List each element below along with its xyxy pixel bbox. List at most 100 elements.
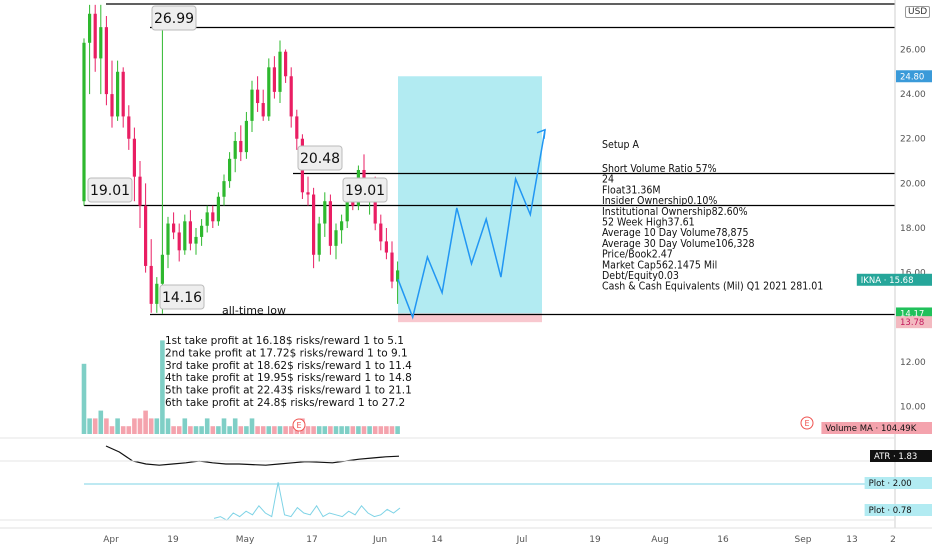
candle-body bbox=[222, 181, 226, 197]
volume-bar bbox=[199, 426, 204, 434]
x-tick-label: 2 bbox=[890, 535, 896, 545]
volume-bar bbox=[350, 426, 356, 434]
setup-line: Insider Ownership0.10% bbox=[602, 195, 717, 207]
volume-bar bbox=[221, 418, 227, 434]
take-profit-line: 1st take profit at 16.18$ risks/reward 1… bbox=[165, 335, 404, 347]
price-label-text: 13.78 bbox=[900, 318, 924, 328]
candle-body bbox=[373, 185, 377, 224]
volume-bar bbox=[148, 418, 154, 434]
volume-bar bbox=[188, 426, 193, 434]
annotation-text: 14.16 bbox=[162, 290, 202, 306]
candle-body bbox=[295, 116, 299, 139]
candle-body bbox=[244, 120, 248, 153]
candle-body bbox=[166, 223, 170, 255]
volume-bar bbox=[165, 418, 171, 434]
y-tick-label: 20.00 bbox=[900, 179, 926, 189]
event-marker bbox=[292, 418, 306, 432]
setup-line: Market Cap562.1475 Mil bbox=[602, 259, 717, 271]
candle-body bbox=[194, 236, 198, 244]
currency-label[interactable]: USD bbox=[905, 6, 931, 18]
projection-arrowhead bbox=[536, 128, 546, 139]
projection-path bbox=[397, 128, 546, 320]
volume-bar bbox=[160, 340, 165, 434]
candle-body bbox=[228, 158, 232, 182]
volume-bar bbox=[372, 426, 378, 434]
x-tick-label: 14 bbox=[431, 535, 443, 545]
setup-title: Setup A bbox=[602, 139, 640, 151]
volume-bar bbox=[333, 426, 339, 434]
volume-bar bbox=[339, 426, 344, 434]
take-profit-line: 6th take profit at 24.8$ risks/reward 1 … bbox=[165, 397, 405, 409]
candle-body bbox=[272, 67, 276, 92]
volume-bar bbox=[92, 418, 98, 434]
volume-bar bbox=[305, 426, 311, 434]
pane-label-box bbox=[870, 450, 932, 462]
setup-line: Float31.36M bbox=[602, 184, 661, 196]
candle-body bbox=[88, 13, 92, 43]
candle-body bbox=[317, 223, 321, 255]
volume-bar bbox=[87, 418, 92, 434]
x-tick-label: Aug bbox=[651, 535, 669, 545]
candle-body bbox=[99, 27, 103, 59]
annotation-box bbox=[342, 177, 388, 203]
volume-bar bbox=[238, 426, 244, 434]
y-tick-label: 16.00 bbox=[900, 269, 926, 279]
candle-body bbox=[289, 76, 293, 117]
price-label-box bbox=[856, 273, 932, 286]
annotation-box bbox=[87, 177, 133, 203]
pane-label-box bbox=[821, 422, 932, 434]
volume-bar bbox=[81, 363, 87, 434]
take-profit-line: 5th take profit at 22.43$ risks/reward 1… bbox=[165, 385, 412, 397]
volume-bar bbox=[227, 426, 232, 434]
candle-body bbox=[334, 230, 338, 246]
x-tick-label: Jul bbox=[516, 535, 528, 545]
volume-bar bbox=[104, 418, 109, 434]
price-label-text: 24.80 bbox=[900, 72, 924, 82]
position-zones bbox=[398, 76, 542, 323]
volume-bar bbox=[249, 418, 255, 434]
candle-body bbox=[250, 89, 254, 121]
volume-bar bbox=[244, 426, 249, 434]
all-time-low-label: all-time low bbox=[222, 304, 286, 317]
volume-bar bbox=[378, 426, 384, 434]
price-label-box bbox=[896, 316, 932, 329]
volume-bar bbox=[216, 426, 221, 434]
y-tick-label: 22.00 bbox=[900, 135, 926, 145]
candle-body bbox=[278, 51, 282, 92]
setup-line: Institutional Ownership82.60% bbox=[602, 206, 748, 218]
volume-bar bbox=[143, 410, 148, 434]
plot-line bbox=[213, 482, 401, 521]
volume-bar bbox=[132, 418, 137, 434]
candle-body bbox=[149, 265, 153, 304]
annotation-text: 26.99 bbox=[154, 11, 194, 27]
candle-body bbox=[160, 254, 164, 284]
atr-pane bbox=[105, 445, 400, 466]
candle-body bbox=[211, 212, 215, 222]
volume-bar bbox=[115, 418, 120, 434]
candle-body bbox=[323, 201, 327, 224]
annotation-text: 19.01 bbox=[90, 183, 130, 199]
volume-bar bbox=[277, 426, 283, 434]
take-profit-line: 3rd take profit at 18.62$ risks/reward 1… bbox=[165, 360, 412, 372]
volume-bar bbox=[288, 426, 294, 434]
price-label-box bbox=[896, 70, 932, 83]
candle-body bbox=[172, 223, 176, 233]
candle-body bbox=[110, 94, 114, 117]
setup-line: Debt/Equity0.03 bbox=[602, 270, 679, 282]
volume-bar bbox=[126, 426, 132, 434]
pane-label-text: Plot · 2.00 bbox=[869, 479, 912, 489]
y-tick-label: 18.00 bbox=[900, 224, 926, 234]
setup-line: Average 10 Day Volume78,875 bbox=[602, 227, 749, 239]
candle-body bbox=[155, 283, 159, 304]
volume-bar bbox=[120, 426, 126, 434]
pane-label-box bbox=[864, 504, 932, 516]
x-tick-label: 13 bbox=[846, 535, 857, 545]
candle-body bbox=[396, 270, 400, 282]
volume-bar bbox=[98, 410, 104, 434]
volume-bar bbox=[171, 426, 176, 434]
setup-line: Price/Book2.47 bbox=[602, 249, 673, 261]
candle-body bbox=[200, 225, 204, 237]
candle-body bbox=[144, 205, 148, 266]
